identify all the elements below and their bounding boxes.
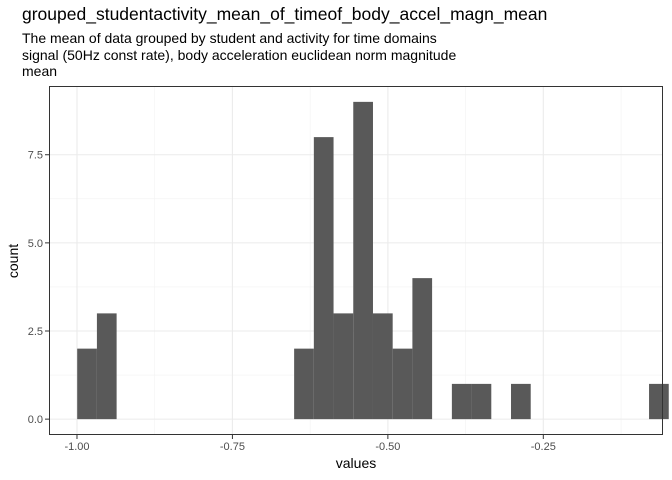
y-tick-label: 5.0 (28, 238, 43, 250)
chart-title: grouped_studentactivity_mean_of_timeof_b… (22, 4, 548, 24)
histogram-bar (333, 313, 354, 420)
y-tick-label: 7.5 (28, 150, 43, 162)
histogram-bar (649, 383, 669, 420)
y-axis: 0.0 2.5 5.0 7.5 (28, 150, 49, 426)
x-tick-label: -0.75 (220, 441, 245, 453)
histogram-bars (77, 101, 669, 420)
histogram-bar (412, 278, 433, 420)
histogram-bar (392, 348, 413, 420)
histogram-bar (511, 383, 531, 420)
y-axis-title: count (5, 244, 21, 278)
histogram-bar (353, 101, 373, 420)
histogram-bar (313, 137, 334, 420)
x-axis: -1.00 -0.75 -0.50 -0.25 (64, 435, 556, 453)
histogram-bar (372, 313, 393, 420)
x-tick-label: -0.50 (375, 441, 400, 453)
x-tick-label: -1.00 (64, 441, 89, 453)
y-tick-label: 2.5 (28, 326, 43, 338)
histogram-bar (77, 348, 97, 420)
histogram-bar (96, 313, 117, 420)
x-axis-title: values (336, 455, 376, 471)
histogram-bar (451, 383, 472, 420)
plot-border (49, 86, 663, 435)
y-tick-label: 0.0 (28, 414, 43, 426)
x-tick-label: -0.25 (531, 441, 556, 453)
chart-subtitle: The mean of data grouped by student and … (22, 30, 457, 79)
histogram-bar (471, 383, 492, 420)
histogram-bar (294, 348, 314, 420)
